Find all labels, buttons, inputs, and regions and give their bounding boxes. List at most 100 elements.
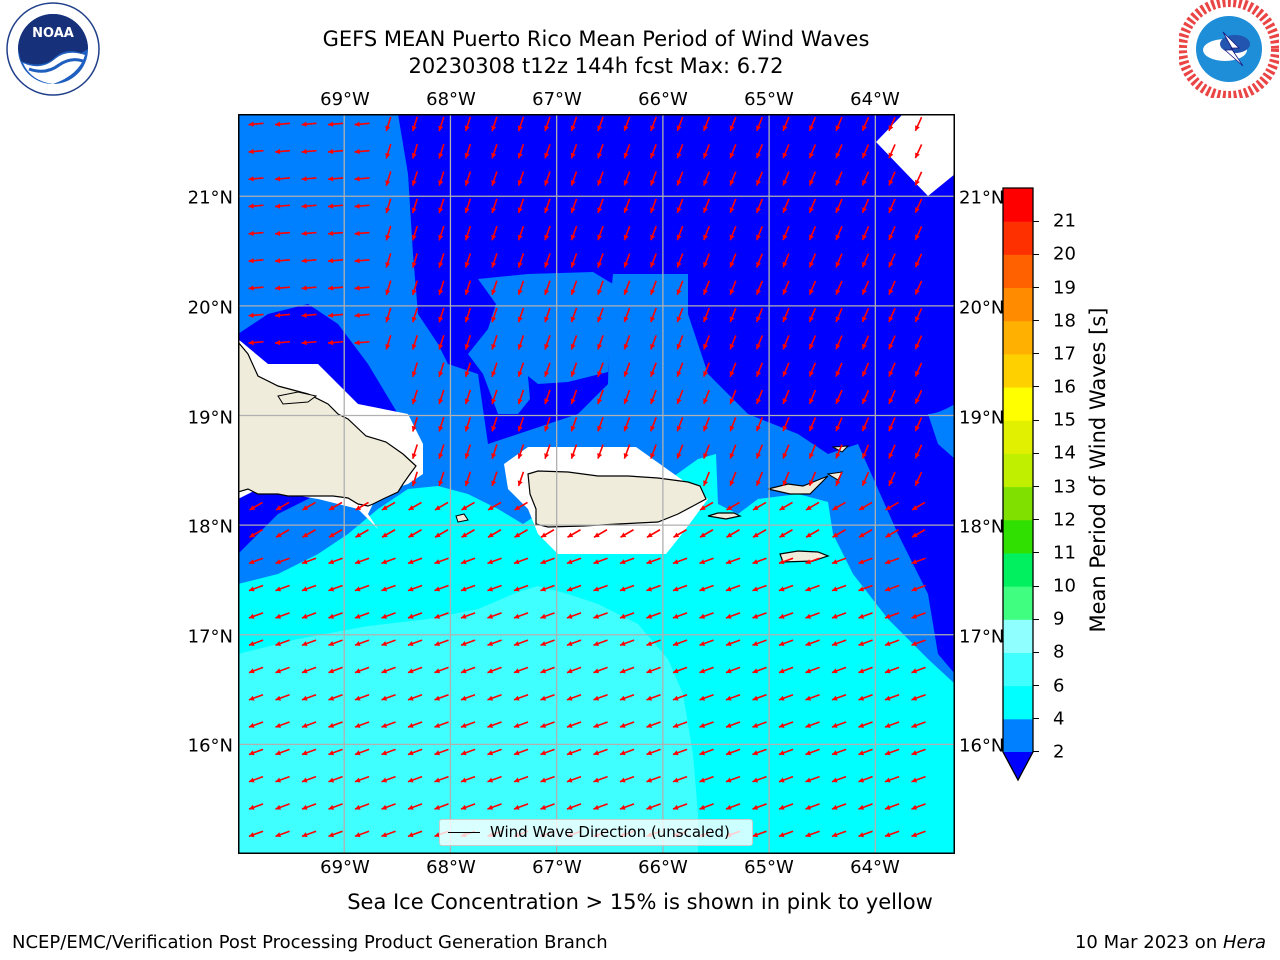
wave-arrow-head [460, 586, 467, 592]
wave-arrow-head [672, 559, 679, 565]
wave-arrow-head [517, 480, 523, 486]
wave-arrow-head [570, 234, 576, 241]
wave-arrow-head [835, 425, 841, 432]
wave-arrow-head [676, 316, 682, 323]
wave-arrow-head [460, 804, 467, 810]
lon-tick-bottom: 64°W [850, 857, 900, 878]
wave-arrow-head [354, 723, 361, 728]
lon-tick-top: 64°W [850, 89, 900, 110]
colorbar-tick: 15 [1053, 409, 1076, 431]
wave-arrow-head [540, 723, 547, 728]
wave-arrow-head [703, 371, 709, 377]
wave-arrow-head [858, 559, 865, 565]
land-bvi [767, 475, 829, 495]
wave-arrow-head [703, 152, 709, 159]
field-6-8 [238, 586, 698, 854]
wave-arrow-head [487, 804, 494, 810]
wave-arrow-head [491, 398, 497, 405]
wave-arrow-head [752, 559, 759, 565]
wave-arrow-head [434, 586, 441, 592]
wave-arrow-head [248, 804, 255, 810]
wave-arrow-head [782, 452, 788, 459]
wave-arrow-head [411, 207, 417, 214]
wave-arrow-head [862, 316, 867, 322]
wave-arrow-head [597, 125, 603, 132]
wave-arrow-head [725, 695, 732, 701]
wave-arrow-head [835, 152, 841, 159]
producer-credit: NCEP/EMC/Verification Post Processing Pr… [12, 932, 608, 953]
wave-arrow-head [700, 532, 706, 538]
wave-arrow-head [411, 125, 417, 132]
wave-arrow-head [703, 452, 709, 459]
wave-arrow-head [756, 480, 761, 486]
wave-arrow-head [354, 832, 361, 838]
wave-arrow-head [491, 207, 497, 214]
wave-arrow-head [517, 207, 523, 213]
wave-arrow-head [301, 148, 307, 155]
wave-arrow-head [328, 203, 334, 209]
wave-arrow-head [752, 613, 759, 619]
wave-arrow-head [806, 532, 812, 538]
wave-arrow-head [407, 613, 414, 619]
wave-arrow-head [623, 316, 629, 323]
map-legend: Wind Wave Direction (unscaled) [439, 819, 753, 846]
wave-arrow-head [619, 668, 626, 674]
wave-arrow-head [275, 695, 282, 701]
lon-tick-top: 65°W [744, 89, 794, 110]
wave-arrow-head [275, 750, 282, 756]
wave-arrow-head [385, 180, 391, 186]
wave-arrow-head [911, 777, 918, 783]
wave-arrow-head [676, 452, 682, 459]
colorbar-tick-mark [1033, 585, 1039, 587]
wave-arrow-head [435, 532, 441, 538]
colorbar-label: Mean Period of Wind Waves [s] [1086, 307, 1110, 633]
wave-arrow-head [676, 152, 682, 159]
wave-arrow-head [301, 832, 308, 838]
wave-arrow-head [888, 289, 894, 295]
wave-arrow-head [805, 723, 812, 728]
wave-arrow-head [301, 750, 308, 756]
wave-arrow-head [411, 344, 417, 350]
wave-arrow-head [570, 261, 576, 268]
wave-arrow-head [831, 804, 838, 810]
wave-arrow-head [328, 340, 334, 346]
wave-arrow-head [623, 289, 629, 295]
wave-arrow-head [354, 750, 361, 756]
wave-arrow-head [782, 371, 788, 377]
wave-arrow-head [248, 121, 254, 127]
wave-arrow-head [407, 641, 414, 646]
lat-tick-right: 21°N [959, 187, 1005, 209]
wave-arrow-head [835, 289, 841, 295]
wave-arrow-head [911, 804, 918, 810]
wave-arrow-head [782, 289, 788, 295]
wave-arrow-head [646, 559, 653, 565]
wave-arrow-head [464, 125, 470, 132]
colorbar-segment [1003, 685, 1033, 720]
wave-arrow-head [438, 262, 444, 268]
wave-arrow-head [699, 777, 706, 783]
wave-arrow-head [888, 316, 894, 322]
wave-arrow-head [915, 179, 920, 186]
wave-arrow-head [488, 505, 494, 510]
wave-arrow-head [862, 179, 867, 186]
wave-arrow-head [809, 452, 814, 459]
wave-arrow-head [650, 152, 656, 159]
wave-arrow-head [752, 723, 759, 728]
wave-arrow-head [438, 234, 444, 241]
wave-arrow-head [329, 532, 335, 538]
wave-arrow-head [460, 559, 467, 565]
wave-arrow-head [593, 559, 600, 565]
wave-arrow-head [567, 532, 574, 538]
wave-arrow-head [725, 559, 732, 565]
wave-arrow-head [491, 289, 497, 295]
wave-arrow-head [434, 832, 441, 838]
colorbar-tick: 9 [1053, 608, 1065, 630]
wave-arrow-head [858, 723, 865, 728]
wave-arrow-head [385, 234, 391, 241]
wave-arrow-head [778, 668, 785, 674]
wave-arrow-head [831, 750, 838, 756]
wave-arrow-head [328, 312, 334, 318]
wave-arrow-head [570, 207, 576, 213]
wave-arrow-head [248, 559, 255, 565]
wave-arrow-head [438, 152, 444, 159]
